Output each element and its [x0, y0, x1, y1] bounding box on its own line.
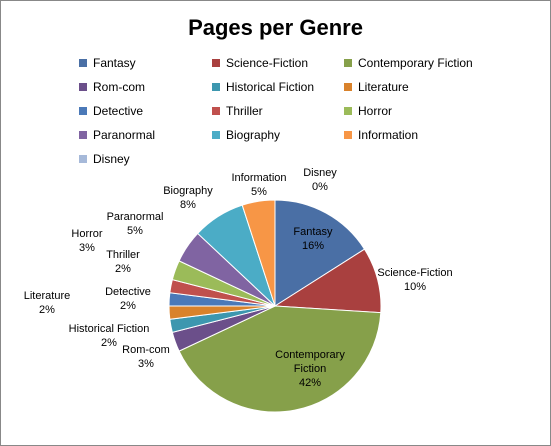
data-label-literature: Literature 2%	[24, 290, 70, 316]
pie-slices	[168, 199, 382, 413]
data-value-science-fiction: 10%	[404, 281, 426, 293]
data-label-thriller: Thriller 2%	[106, 249, 140, 275]
legend-label: Rom-com	[93, 80, 146, 94]
data-label-rom-com: Rom-com 3%	[122, 344, 170, 370]
data-value-horror: 3%	[79, 242, 95, 254]
data-value-rom-com: 3%	[138, 358, 154, 370]
legend-swatch	[344, 107, 352, 115]
legend-label: Paranormal	[93, 128, 156, 142]
data-value-historical-fiction: 2%	[101, 337, 117, 349]
data-value-thriller: 2%	[115, 263, 131, 275]
data-value-information: 5%	[251, 186, 267, 198]
data-value-disney: 0%	[312, 181, 328, 193]
chart-title: Pages per Genre	[188, 15, 363, 40]
legend-swatch	[79, 155, 87, 163]
data-label-science-fiction: Science-Fiction 10%	[377, 267, 452, 293]
legend-label: Science-Fiction	[226, 56, 309, 70]
legend-swatch	[79, 83, 87, 91]
legend-swatch	[212, 83, 220, 91]
pie-slice-information	[241, 199, 276, 307]
legend-swatch	[212, 59, 220, 67]
pie-slice-fantasy	[274, 199, 366, 307]
legend-label: Detective	[93, 104, 144, 118]
legend-label: Contemporary Fiction	[358, 56, 473, 70]
legend-label: Fantasy	[93, 56, 136, 70]
pie-slice-contemporary-fiction	[178, 305, 382, 413]
data-value-biography: 8%	[180, 199, 196, 211]
data-label-disney: Disney 0%	[303, 167, 337, 193]
legend-swatch	[344, 83, 352, 91]
data-label-historical-fiction: Historical Fiction 2%	[69, 323, 150, 349]
legend-label: Historical Fiction	[226, 80, 315, 94]
data-label-detective: Detective 2%	[105, 286, 151, 312]
data-value-contemporary-fiction: 42%	[299, 377, 321, 389]
data-label-contemporary-fiction: Contemporary Fiction 42%	[275, 349, 345, 389]
data-label-information: Information 5%	[231, 172, 286, 198]
data-label-horror: Horror 3%	[71, 228, 103, 254]
data-value-detective: 2%	[120, 300, 136, 312]
legend-swatch	[79, 59, 87, 67]
data-label-paranormal: Paranormal 5%	[107, 211, 164, 237]
legend-label: Horror	[358, 104, 393, 118]
legend-swatch	[212, 131, 220, 139]
legend-swatch	[344, 59, 352, 67]
legend-label: Literature	[358, 80, 409, 94]
legend-swatch	[79, 131, 87, 139]
data-labels: Fantasy 16% Science-Fiction 10% Contemporary…	[24, 167, 453, 389]
legend-swatch	[344, 131, 352, 139]
data-value-literature: 2%	[39, 304, 55, 316]
legend-label: Thriller	[226, 104, 263, 118]
data-value-fantasy: 16%	[302, 240, 324, 252]
legend-label: Information	[358, 128, 419, 142]
legend-swatch	[212, 107, 220, 115]
data-value-paranormal: 5%	[127, 225, 143, 237]
legend-swatch	[79, 107, 87, 115]
data-label-fantasy: Fantasy 16%	[293, 226, 333, 252]
data-label-biography: Biography 8%	[163, 185, 213, 211]
legend-label: Biography	[226, 128, 281, 142]
legend-label: Disney	[93, 152, 130, 166]
